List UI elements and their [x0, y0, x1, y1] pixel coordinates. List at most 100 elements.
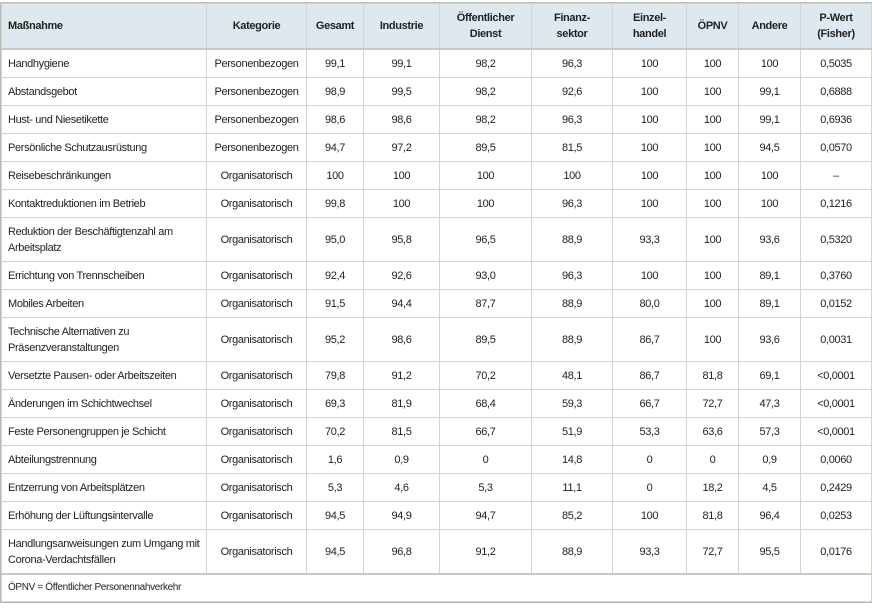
- value-cell: <0,0001: [800, 389, 872, 418]
- category-cell: Organisatorisch: [206, 529, 307, 575]
- value-cell: 69,1: [738, 361, 801, 390]
- value-cell: 92,6: [531, 77, 613, 106]
- value-cell: 93,3: [612, 529, 687, 575]
- value-cell: 0,6936: [800, 105, 872, 134]
- value-cell: 100: [686, 105, 739, 134]
- value-cell: 98,2: [439, 77, 532, 106]
- measure-cell: Erhöhung der Lüftungsintervalle: [1, 501, 207, 530]
- value-cell: 95,2: [306, 317, 364, 362]
- column-header: P-Wert (Fisher): [800, 3, 872, 50]
- value-cell: 14,8: [531, 445, 613, 474]
- column-header: Gesamt: [306, 3, 364, 50]
- value-cell: 81,5: [363, 417, 440, 446]
- value-cell: 0,9: [363, 445, 440, 474]
- value-cell: 0: [612, 473, 687, 502]
- value-cell: 96,3: [531, 189, 613, 218]
- value-cell: 89,1: [738, 261, 801, 290]
- value-cell: 95,8: [363, 217, 440, 262]
- table-row: Versetzte Pausen- oder Arbeitszeiten Orga…: [1, 361, 872, 390]
- measure-cell: Abteilungstrennung: [1, 445, 207, 474]
- value-cell: 100: [686, 161, 739, 190]
- value-cell: 4,5: [738, 473, 801, 502]
- value-cell: 5,3: [306, 473, 364, 502]
- value-cell: 11,1: [531, 473, 613, 502]
- value-cell: 0,0253: [800, 501, 872, 530]
- table-row: Entzerrung von Arbeitsplätzen Organisator…: [1, 473, 872, 502]
- category-cell: Organisatorisch: [206, 389, 307, 418]
- value-cell: 100: [686, 261, 739, 290]
- value-cell: 95,5: [738, 529, 801, 575]
- category-cell: Organisatorisch: [206, 445, 307, 474]
- table-row: Reisebeschränkungen Organisatorisch 100 100…: [1, 161, 872, 190]
- category-cell: Organisatorisch: [206, 161, 307, 190]
- value-cell: 66,7: [439, 417, 532, 446]
- table-row: Abstandsgebot Personenbezogen 98,9 99,5 98,2…: [1, 77, 872, 106]
- value-cell: 0,9: [738, 445, 801, 474]
- value-cell: 99,1: [738, 77, 801, 106]
- value-cell: 99,1: [363, 48, 440, 78]
- measure-cell: Feste Personengruppen je Schicht: [1, 417, 207, 446]
- value-cell: 89,5: [439, 133, 532, 162]
- value-cell: 70,2: [306, 417, 364, 446]
- measure-cell: Hust- und Niesetikette: [1, 105, 207, 134]
- category-cell: Organisatorisch: [206, 361, 307, 390]
- value-cell: 0: [439, 445, 532, 474]
- value-cell: 100: [612, 133, 687, 162]
- value-cell: 5,3: [439, 473, 532, 502]
- table-row: Technische Alternativen zu Präsenzverans…: [1, 317, 872, 362]
- table-row: Feste Personengruppen je Schicht Organisa…: [1, 417, 872, 446]
- value-cell: 100: [306, 161, 364, 190]
- table-row: Handlungsanweisungen zum Umgang mit Coro…: [1, 529, 872, 575]
- table-row: Handhygiene Personenbezogen 99,1 99,1 98,2 96…: [1, 48, 872, 78]
- value-cell: 100: [738, 161, 801, 190]
- value-cell: 98,2: [439, 105, 532, 134]
- value-cell: 0,2429: [800, 473, 872, 502]
- value-cell: 69,3: [306, 389, 364, 418]
- value-cell: 91,2: [363, 361, 440, 390]
- table-row: Änderungen im Schichtwechsel Organisatori…: [1, 389, 872, 418]
- value-cell: 99,1: [738, 105, 801, 134]
- column-header: Andere: [738, 3, 801, 50]
- value-cell: 100: [686, 217, 739, 262]
- value-cell: 63,6: [686, 417, 739, 446]
- measure-cell: Reduktion der Beschäftigtenzahl am Arbei…: [1, 217, 207, 262]
- measure-cell: Handhygiene: [1, 48, 207, 78]
- value-cell: 0,5035: [800, 48, 872, 78]
- column-header: Maßnahme: [1, 3, 207, 50]
- value-cell: 87,7: [439, 289, 532, 318]
- value-cell: 98,6: [363, 317, 440, 362]
- table-row: Errichtung von Trennscheiben Organisatori…: [1, 261, 872, 290]
- value-cell: 100: [686, 289, 739, 318]
- value-cell: 0,3760: [800, 261, 872, 290]
- measure-cell: Handlungsanweisungen zum Umgang mit Coro…: [1, 529, 207, 575]
- value-cell: 85,2: [531, 501, 613, 530]
- category-cell: Organisatorisch: [206, 501, 307, 530]
- value-cell: 72,7: [686, 529, 739, 575]
- category-cell: Organisatorisch: [206, 261, 307, 290]
- measure-cell: Errichtung von Trennscheiben: [1, 261, 207, 290]
- column-header: Kategorie: [206, 3, 307, 50]
- value-cell: 89,5: [439, 317, 532, 362]
- measure-cell: Persönliche Schutzausrüstung: [1, 133, 207, 162]
- value-cell: 100: [612, 77, 687, 106]
- value-cell: 96,5: [439, 217, 532, 262]
- value-cell: 89,1: [738, 289, 801, 318]
- value-cell: 0,0031: [800, 317, 872, 362]
- value-cell: 0,0152: [800, 289, 872, 318]
- value-cell: 92,6: [363, 261, 440, 290]
- header-row: Maßnahme Kategorie Gesamt Industrie Öffentli…: [1, 3, 872, 50]
- value-cell: 81,8: [686, 501, 739, 530]
- value-cell: 0,6888: [800, 77, 872, 106]
- category-cell: Organisatorisch: [206, 189, 307, 218]
- value-cell: 93,6: [738, 217, 801, 262]
- value-cell: 93,3: [612, 217, 687, 262]
- value-cell: 0,0060: [800, 445, 872, 474]
- value-cell: 66,7: [612, 389, 687, 418]
- value-cell: 100: [738, 48, 801, 78]
- value-cell: 0,0570: [800, 133, 872, 162]
- value-cell: 100: [686, 133, 739, 162]
- value-cell: 98,6: [306, 105, 364, 134]
- table-row: Kontaktreduktionen im Betrieb Organisator…: [1, 189, 872, 218]
- value-cell: –: [800, 161, 872, 190]
- value-cell: 100: [612, 48, 687, 78]
